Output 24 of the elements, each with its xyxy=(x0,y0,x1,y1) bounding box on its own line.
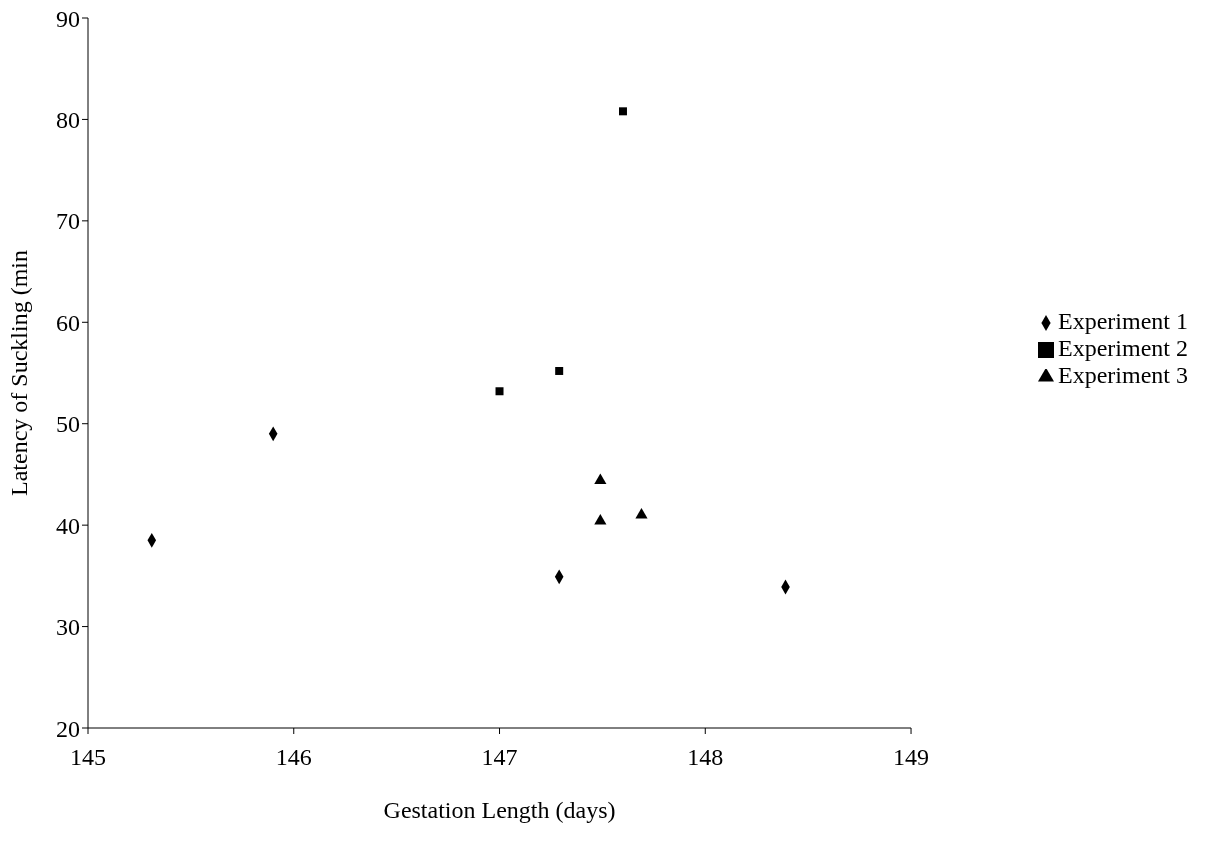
legend-label: Experiment 3 xyxy=(1058,362,1188,388)
point xyxy=(594,514,607,525)
point xyxy=(618,107,627,116)
y-tick-label: 20 xyxy=(56,715,80,742)
x-tick-label: 146 xyxy=(275,744,312,771)
y-tick-label: 50 xyxy=(56,411,80,438)
y-axis-title: Latency of Suckling (min xyxy=(5,250,32,496)
y-tick-label: 70 xyxy=(56,208,80,235)
point xyxy=(495,387,504,396)
x-tick-label: 145 xyxy=(70,744,106,771)
y-tick-label: 90 xyxy=(56,5,80,32)
point xyxy=(635,507,648,519)
x-tick-label: 147 xyxy=(481,744,518,771)
x-tick-label: 149 xyxy=(893,744,930,771)
y-tick-label: 40 xyxy=(56,512,80,539)
point xyxy=(594,473,607,485)
y-tick-label: 60 xyxy=(56,309,80,336)
y-tick-label: 30 xyxy=(56,614,80,641)
point xyxy=(555,366,564,375)
x-tick-label: 148 xyxy=(687,744,724,771)
legend-label: Experiment 1 xyxy=(1058,308,1188,334)
legend-label: Experiment 2 xyxy=(1058,335,1188,361)
y-tick-label: 80 xyxy=(56,106,80,133)
x-axis-title: Gestation Length (days) xyxy=(383,797,616,823)
